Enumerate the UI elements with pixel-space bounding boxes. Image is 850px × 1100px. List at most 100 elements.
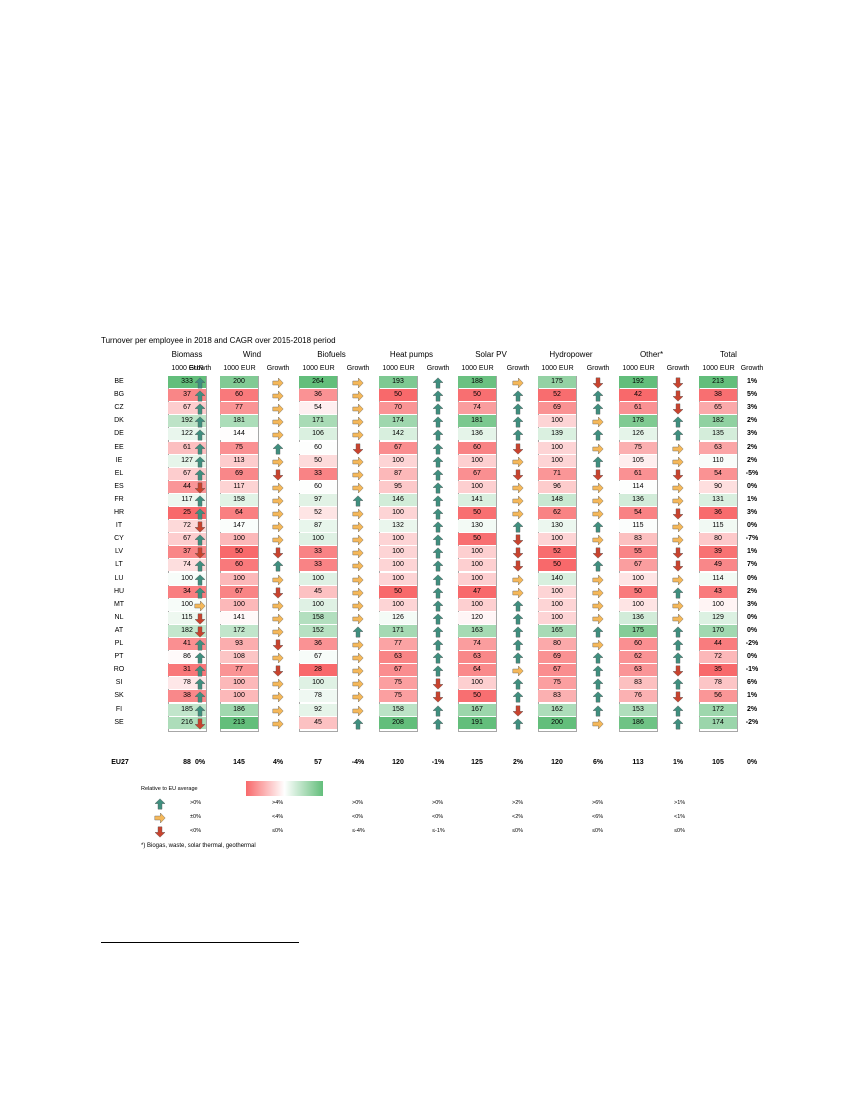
side-arrow-icon xyxy=(272,574,284,585)
legend-threshold: ≤-4% xyxy=(352,828,365,834)
down-arrow-icon xyxy=(194,521,206,533)
trend-arrow-icon xyxy=(272,546,284,559)
up-arrow-icon xyxy=(432,508,444,520)
value-cell: 146 xyxy=(379,493,417,506)
trend-arrow-icon xyxy=(672,704,684,716)
value-cell: 67 xyxy=(299,651,337,664)
value-cell: 100 xyxy=(458,677,496,690)
country-code: NL xyxy=(114,613,124,621)
eu-growth: 6% xyxy=(592,759,604,766)
value-cell: 174 xyxy=(379,415,417,428)
trend-arrow-icon xyxy=(432,599,444,612)
up-arrow-icon xyxy=(272,443,284,454)
value-cell: 47 xyxy=(458,585,496,598)
value-cell: 126 xyxy=(379,611,417,624)
legend-threshold: <0% xyxy=(190,828,202,834)
value-cell: 67 xyxy=(168,467,206,480)
side-arrow-icon xyxy=(672,443,684,454)
up-arrow-icon xyxy=(512,639,524,651)
value-cell: 31 xyxy=(168,664,206,677)
value-cell: 100 xyxy=(458,546,496,559)
down-arrow-icon xyxy=(672,377,684,389)
side-arrow-icon xyxy=(352,587,364,599)
up-arrow-icon xyxy=(672,416,684,428)
value-cell: 50 xyxy=(619,585,657,598)
down-arrow-icon xyxy=(672,547,684,559)
trend-arrow-icon xyxy=(672,415,684,428)
growth-subheader: Growth xyxy=(188,365,212,372)
value-cell: 39 xyxy=(699,546,737,559)
legend-arrow-icon xyxy=(154,811,166,824)
value-cell: 167 xyxy=(458,703,496,716)
eu-value: 120 xyxy=(392,759,404,766)
value-cell: 63 xyxy=(699,441,737,454)
value-cell: 78 xyxy=(299,690,337,703)
trend-arrow-icon xyxy=(672,455,684,468)
growth-subheader: Growth xyxy=(266,365,290,372)
value-cell: 50 xyxy=(458,533,496,546)
column-header: Solar PV xyxy=(475,350,507,359)
down-arrow-icon xyxy=(272,639,284,651)
country-code: ES xyxy=(114,482,124,490)
value-subheader: 1000 EUR xyxy=(541,365,574,372)
trend-arrow-icon xyxy=(432,664,444,677)
trend-arrow-icon xyxy=(194,442,206,454)
side-arrow-icon xyxy=(272,429,284,441)
value-cell: 136 xyxy=(619,611,657,624)
down-arrow-icon xyxy=(672,665,684,677)
legend-title: Relative to EU average xyxy=(141,786,198,792)
trend-arrow-icon xyxy=(352,677,364,690)
trend-arrow-icon xyxy=(512,402,524,415)
column-header: Other* xyxy=(639,350,664,359)
trend-arrow-icon xyxy=(272,507,284,520)
value-cell: 38 xyxy=(168,690,206,703)
up-arrow-icon xyxy=(194,377,206,389)
side-arrow-icon xyxy=(592,482,604,494)
trend-arrow-icon xyxy=(272,428,284,441)
value-cell: 76 xyxy=(619,690,657,703)
up-arrow-icon xyxy=(592,626,604,638)
value-cell: 100 xyxy=(220,533,258,546)
growth-value: 2% xyxy=(746,705,758,713)
value-cell: 117 xyxy=(168,493,206,506)
growth-subheader: Growth xyxy=(426,365,450,372)
trend-arrow-icon xyxy=(512,376,524,389)
growth-value: 3% xyxy=(746,600,758,608)
value-cell: 108 xyxy=(220,651,258,664)
value-cell: 50 xyxy=(458,389,496,402)
value-cell: 60 xyxy=(458,441,496,454)
value-cell: 174 xyxy=(699,716,737,729)
trend-arrow-icon xyxy=(272,586,284,599)
value-cell: 141 xyxy=(458,493,496,506)
trend-arrow-icon xyxy=(592,625,604,638)
up-arrow-icon xyxy=(432,534,444,546)
column-header: Total xyxy=(720,350,737,359)
up-arrow-icon xyxy=(512,652,524,664)
down-arrow-icon xyxy=(592,377,604,389)
trend-arrow-icon xyxy=(352,442,364,454)
side-arrow-icon xyxy=(672,495,684,507)
trend-arrow-icon xyxy=(352,389,364,402)
up-arrow-icon xyxy=(194,678,206,690)
up-arrow-icon xyxy=(512,403,524,415)
trend-arrow-icon xyxy=(672,612,684,625)
value-cell: 50 xyxy=(379,389,417,402)
value-cell: 75 xyxy=(379,690,417,703)
down-arrow-icon xyxy=(432,691,444,703)
legend-threshold: <0% xyxy=(352,814,364,820)
value-cell: 75 xyxy=(538,677,576,690)
side-arrow-icon xyxy=(154,812,166,824)
trend-arrow-icon xyxy=(272,599,284,612)
side-arrow-icon xyxy=(512,495,524,507)
trend-arrow-icon xyxy=(512,389,524,402)
up-arrow-icon xyxy=(512,691,524,703)
trend-arrow-icon xyxy=(272,717,284,730)
down-arrow-icon xyxy=(272,469,284,481)
eu-value: 120 xyxy=(551,759,563,766)
down-arrow-icon xyxy=(672,390,684,402)
side-arrow-icon xyxy=(672,482,684,494)
up-arrow-icon xyxy=(432,416,444,428)
value-cell: 62 xyxy=(538,507,576,519)
trend-arrow-icon xyxy=(352,612,364,625)
legend-threshold: >2% xyxy=(512,800,524,806)
